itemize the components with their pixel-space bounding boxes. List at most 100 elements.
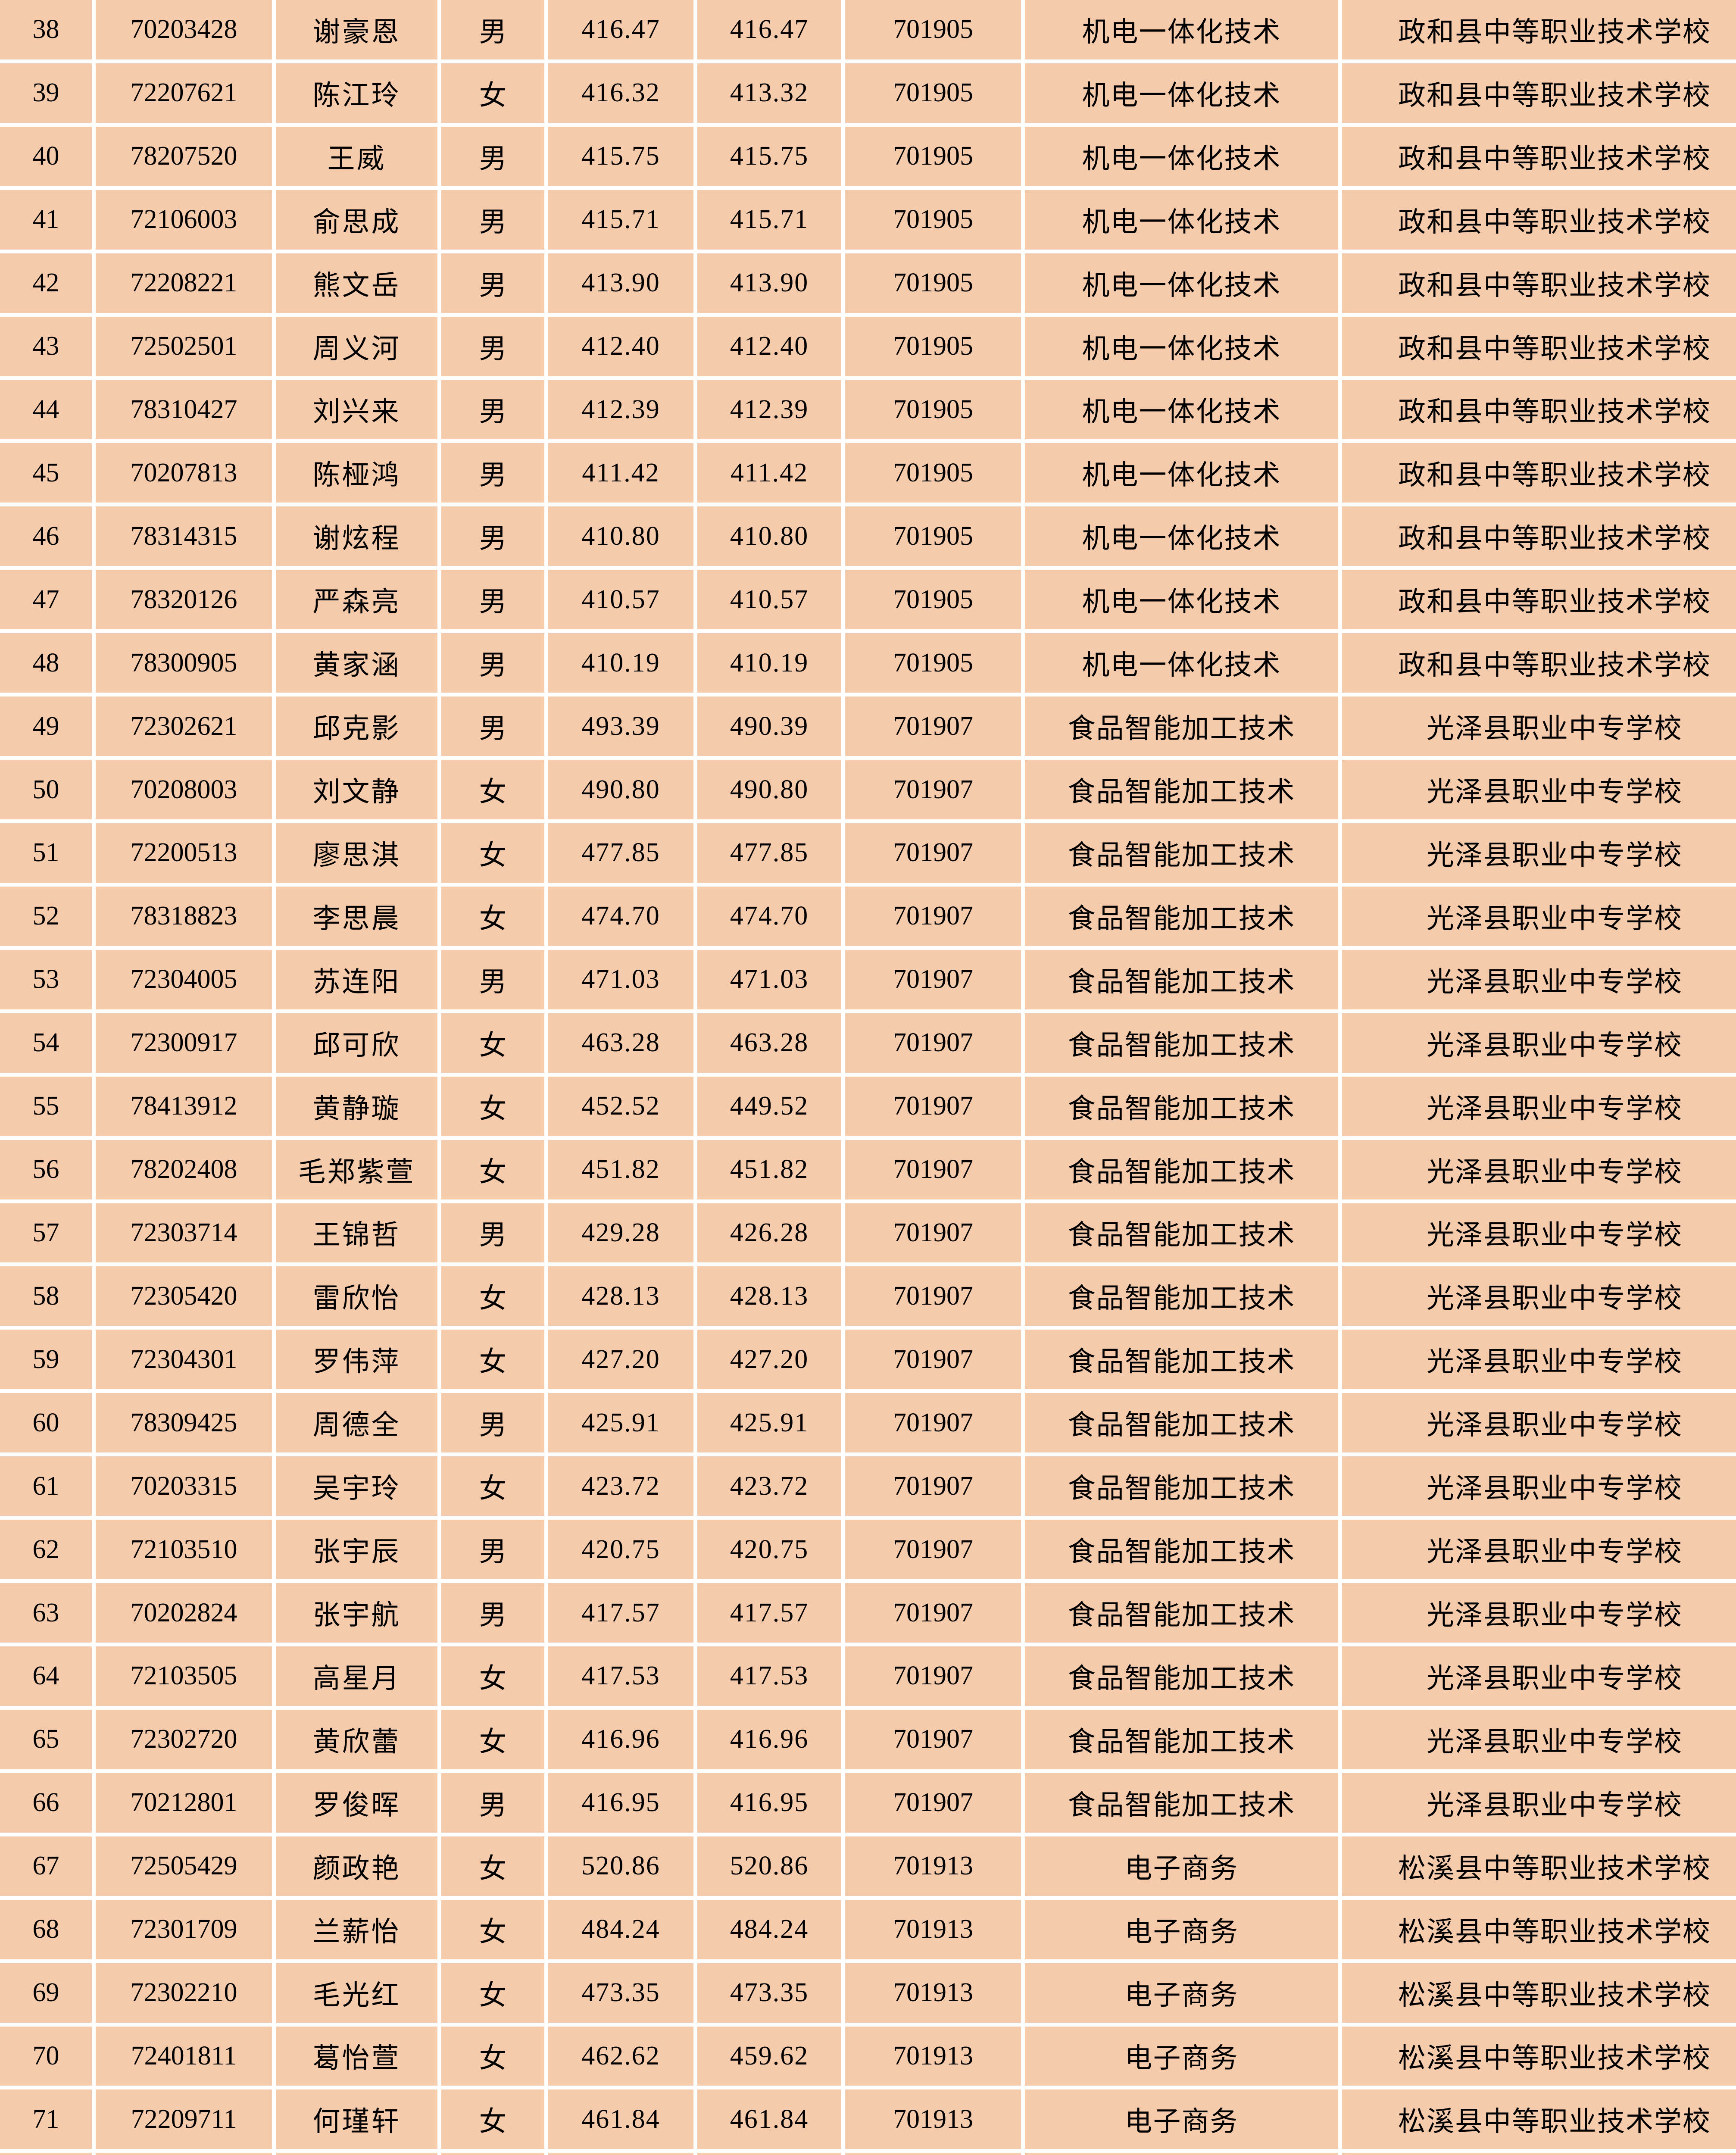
cell-sequence-number: 70 xyxy=(0,2026,96,2090)
cell-exam-number: 72303714 xyxy=(96,1203,276,1267)
cell-major-name: 机电一体化技术 xyxy=(1025,380,1342,443)
cell-sequence-number: 64 xyxy=(0,1646,96,1710)
cell-sequence-number: 65 xyxy=(0,1709,96,1773)
cell-school-name: 政和县中等职业技术学校 xyxy=(1342,380,1736,443)
cell-major-name: 食品智能加工技术 xyxy=(1025,1646,1342,1710)
table-row: 7272304528何雨苏女459.27459.27701913电子商务松溪县中… xyxy=(0,2153,1736,2155)
cell-major-code: 701905 xyxy=(845,443,1025,507)
cell-school-name: 光泽县职业中专学校 xyxy=(1342,1140,1736,1203)
cell-sequence-number: 66 xyxy=(0,1773,96,1836)
cell-major-code: 701907 xyxy=(845,823,1025,887)
cell-total-score: 420.75 xyxy=(548,1520,697,1583)
cell-major-code: 701907 xyxy=(845,1773,1025,1836)
cell-adjusted-score: 417.57 xyxy=(697,1583,845,1646)
cell-adjusted-score: 459.62 xyxy=(697,2026,845,2090)
cell-student-name: 谢豪恩 xyxy=(276,0,441,63)
cell-student-name: 葛怡萱 xyxy=(276,2026,441,2090)
cell-exam-number: 78320126 xyxy=(96,570,276,634)
cell-gender: 女 xyxy=(441,1836,548,1900)
cell-student-name: 高星月 xyxy=(276,1646,441,1710)
table-row: 51 72200513 廖思淇女 477.85 477.85 701907 食品智能加工技术… xyxy=(0,823,1736,887)
table-row: 58 72305420 雷欣怡女 428.13 428.13 701907 食品智能加工技术… xyxy=(0,1266,1736,1330)
cell-adjusted-score: 461.84 xyxy=(697,2089,845,2153)
cell-gender: 男 xyxy=(441,1393,548,1457)
table-row: 70 72401811 葛怡萱女 462.62 459.62 701913 电子商务 松溪县中… xyxy=(0,2026,1736,2090)
cell-gender: 女 xyxy=(441,760,548,823)
table-row: 56 78202408 毛郑紫萱女 451.82 451.82 701907 食品智能加工技… xyxy=(0,1140,1736,1203)
table-row: 50 70208003 刘文静女 490.80 490.80 701907 食品智能加工技术… xyxy=(0,760,1736,823)
table-row: 43 72502501 周义河男 412.40 412.40 701905 机电一体化技术政… xyxy=(0,316,1736,380)
cell-major-name: 机电一体化技术 xyxy=(1025,506,1342,570)
cell-major-code: 701907 xyxy=(845,1013,1025,1077)
cell-adjusted-score: 416.47 xyxy=(697,0,845,63)
cell-major-code: 701907 xyxy=(845,1076,1025,1140)
cell-school-name: 光泽县职业中专学校 xyxy=(1342,1773,1736,1836)
cell-total-score: 520.86 xyxy=(548,1836,697,1900)
cell-adjusted-score: 520.86 xyxy=(697,1836,845,1900)
cell-total-score: 493.39 xyxy=(548,696,697,760)
cell-school-name: 光泽县职业中专学校 xyxy=(1342,1709,1736,1773)
cell-total-score: 413.90 xyxy=(548,253,697,317)
cell-gender: 男 xyxy=(441,316,548,380)
cell-adjusted-score: 474.70 xyxy=(697,886,845,950)
cell-student-name: 邱克影 xyxy=(276,696,441,760)
cell-school-name: 松溪县中等职业技术学校 xyxy=(1342,1963,1736,2027)
cell-major-name: 食品智能加工技术 xyxy=(1025,696,1342,760)
cell-school-name: 政和县中等职业技术学校 xyxy=(1342,126,1736,190)
cell-gender: 男 xyxy=(441,190,548,253)
cell-student-name: 陈江玲 xyxy=(276,63,441,127)
table-row: 71 72209711 何瑾轩女 461.84 461.84 701913 电子商务 松溪县中… xyxy=(0,2089,1736,2153)
cell-major-code: 701905 xyxy=(845,63,1025,127)
cell-exam-number: 72300917 xyxy=(96,1013,276,1077)
cell-major-code: 701905 xyxy=(845,316,1025,380)
cell-student-name: 雷欣怡 xyxy=(276,1266,441,1330)
table-row: 62 72103510 张宇辰男 420.75 420.75 701907 食品智能加工技术… xyxy=(0,1520,1736,1583)
cell-major-name: 电子商务 xyxy=(1025,1963,1342,2027)
table-row: 48 78300905 黄家涵男 410.19 410.19 701905 机电一体化技术政… xyxy=(0,633,1736,697)
cell-student-name: 王威 xyxy=(276,126,441,190)
cell-major-code: 701907 xyxy=(845,1393,1025,1457)
cell-exam-number: 70212801 xyxy=(96,1773,276,1836)
cell-total-score: 473.35 xyxy=(548,1963,697,2027)
cell-school-name: 光泽县职业中专学校 xyxy=(1342,1330,1736,1393)
cell-total-score: 417.57 xyxy=(548,1583,697,1646)
cell-student-name: 兰薪怡 xyxy=(276,1899,441,1963)
cell-student-name: 张宇航 xyxy=(276,1583,441,1646)
cell-student-name: 谢炫程 xyxy=(276,506,441,570)
cell-major-name: 食品智能加工技术 xyxy=(1025,1076,1342,1140)
cell-major-code: 701905 xyxy=(845,570,1025,634)
cell-sequence-number: 56 xyxy=(0,1140,96,1203)
cell-total-score: 429.28 xyxy=(548,1203,697,1267)
cell-major-code: 701907 xyxy=(845,1140,1025,1203)
cell-student-name: 黄家涵 xyxy=(276,633,441,697)
cell-student-name: 何雨苏 xyxy=(276,2153,441,2155)
cell-exam-number: 72207621 xyxy=(96,63,276,127)
cell-adjusted-score: 413.32 xyxy=(697,63,845,127)
cell-adjusted-score: 410.19 xyxy=(697,633,845,697)
cell-school-name: 光泽县职业中专学校 xyxy=(1342,1456,1736,1520)
cell-gender: 男 xyxy=(441,1583,548,1646)
cell-gender: 女 xyxy=(441,1899,548,1963)
cell-gender: 女 xyxy=(441,1709,548,1773)
cell-student-name: 刘文静 xyxy=(276,760,441,823)
cell-total-score: 452.52 xyxy=(548,1076,697,1140)
cell-sequence-number: 51 xyxy=(0,823,96,887)
cell-adjusted-score: 416.96 xyxy=(697,1709,845,1773)
cell-student-name: 黄静璇 xyxy=(276,1076,441,1140)
cell-exam-number: 70207813 xyxy=(96,443,276,507)
table-row: 64 72103505 高星月女 417.53 417.53 701907 食品智能加工技术… xyxy=(0,1646,1736,1710)
cell-total-score: 410.80 xyxy=(548,506,697,570)
cell-school-name: 光泽县职业中专学校 xyxy=(1342,1013,1736,1077)
cell-exam-number: 72305420 xyxy=(96,1266,276,1330)
cell-major-code: 701913 xyxy=(845,1963,1025,2027)
cell-school-name: 政和县中等职业技术学校 xyxy=(1342,316,1736,380)
table-row: 52 78318823 李思晨女 474.70 474.70 701907 食品智能加工技术… xyxy=(0,886,1736,950)
cell-gender: 男 xyxy=(441,443,548,507)
cell-gender: 男 xyxy=(441,570,548,634)
cell-gender: 女 xyxy=(441,1140,548,1203)
cell-sequence-number: 72 xyxy=(0,2153,96,2155)
cell-exam-number: 78300905 xyxy=(96,633,276,697)
table-row: 44 78310427 刘兴来男 412.39 412.39 701905 机电一体化技术政… xyxy=(0,380,1736,443)
cell-adjusted-score: 427.20 xyxy=(697,1330,845,1393)
